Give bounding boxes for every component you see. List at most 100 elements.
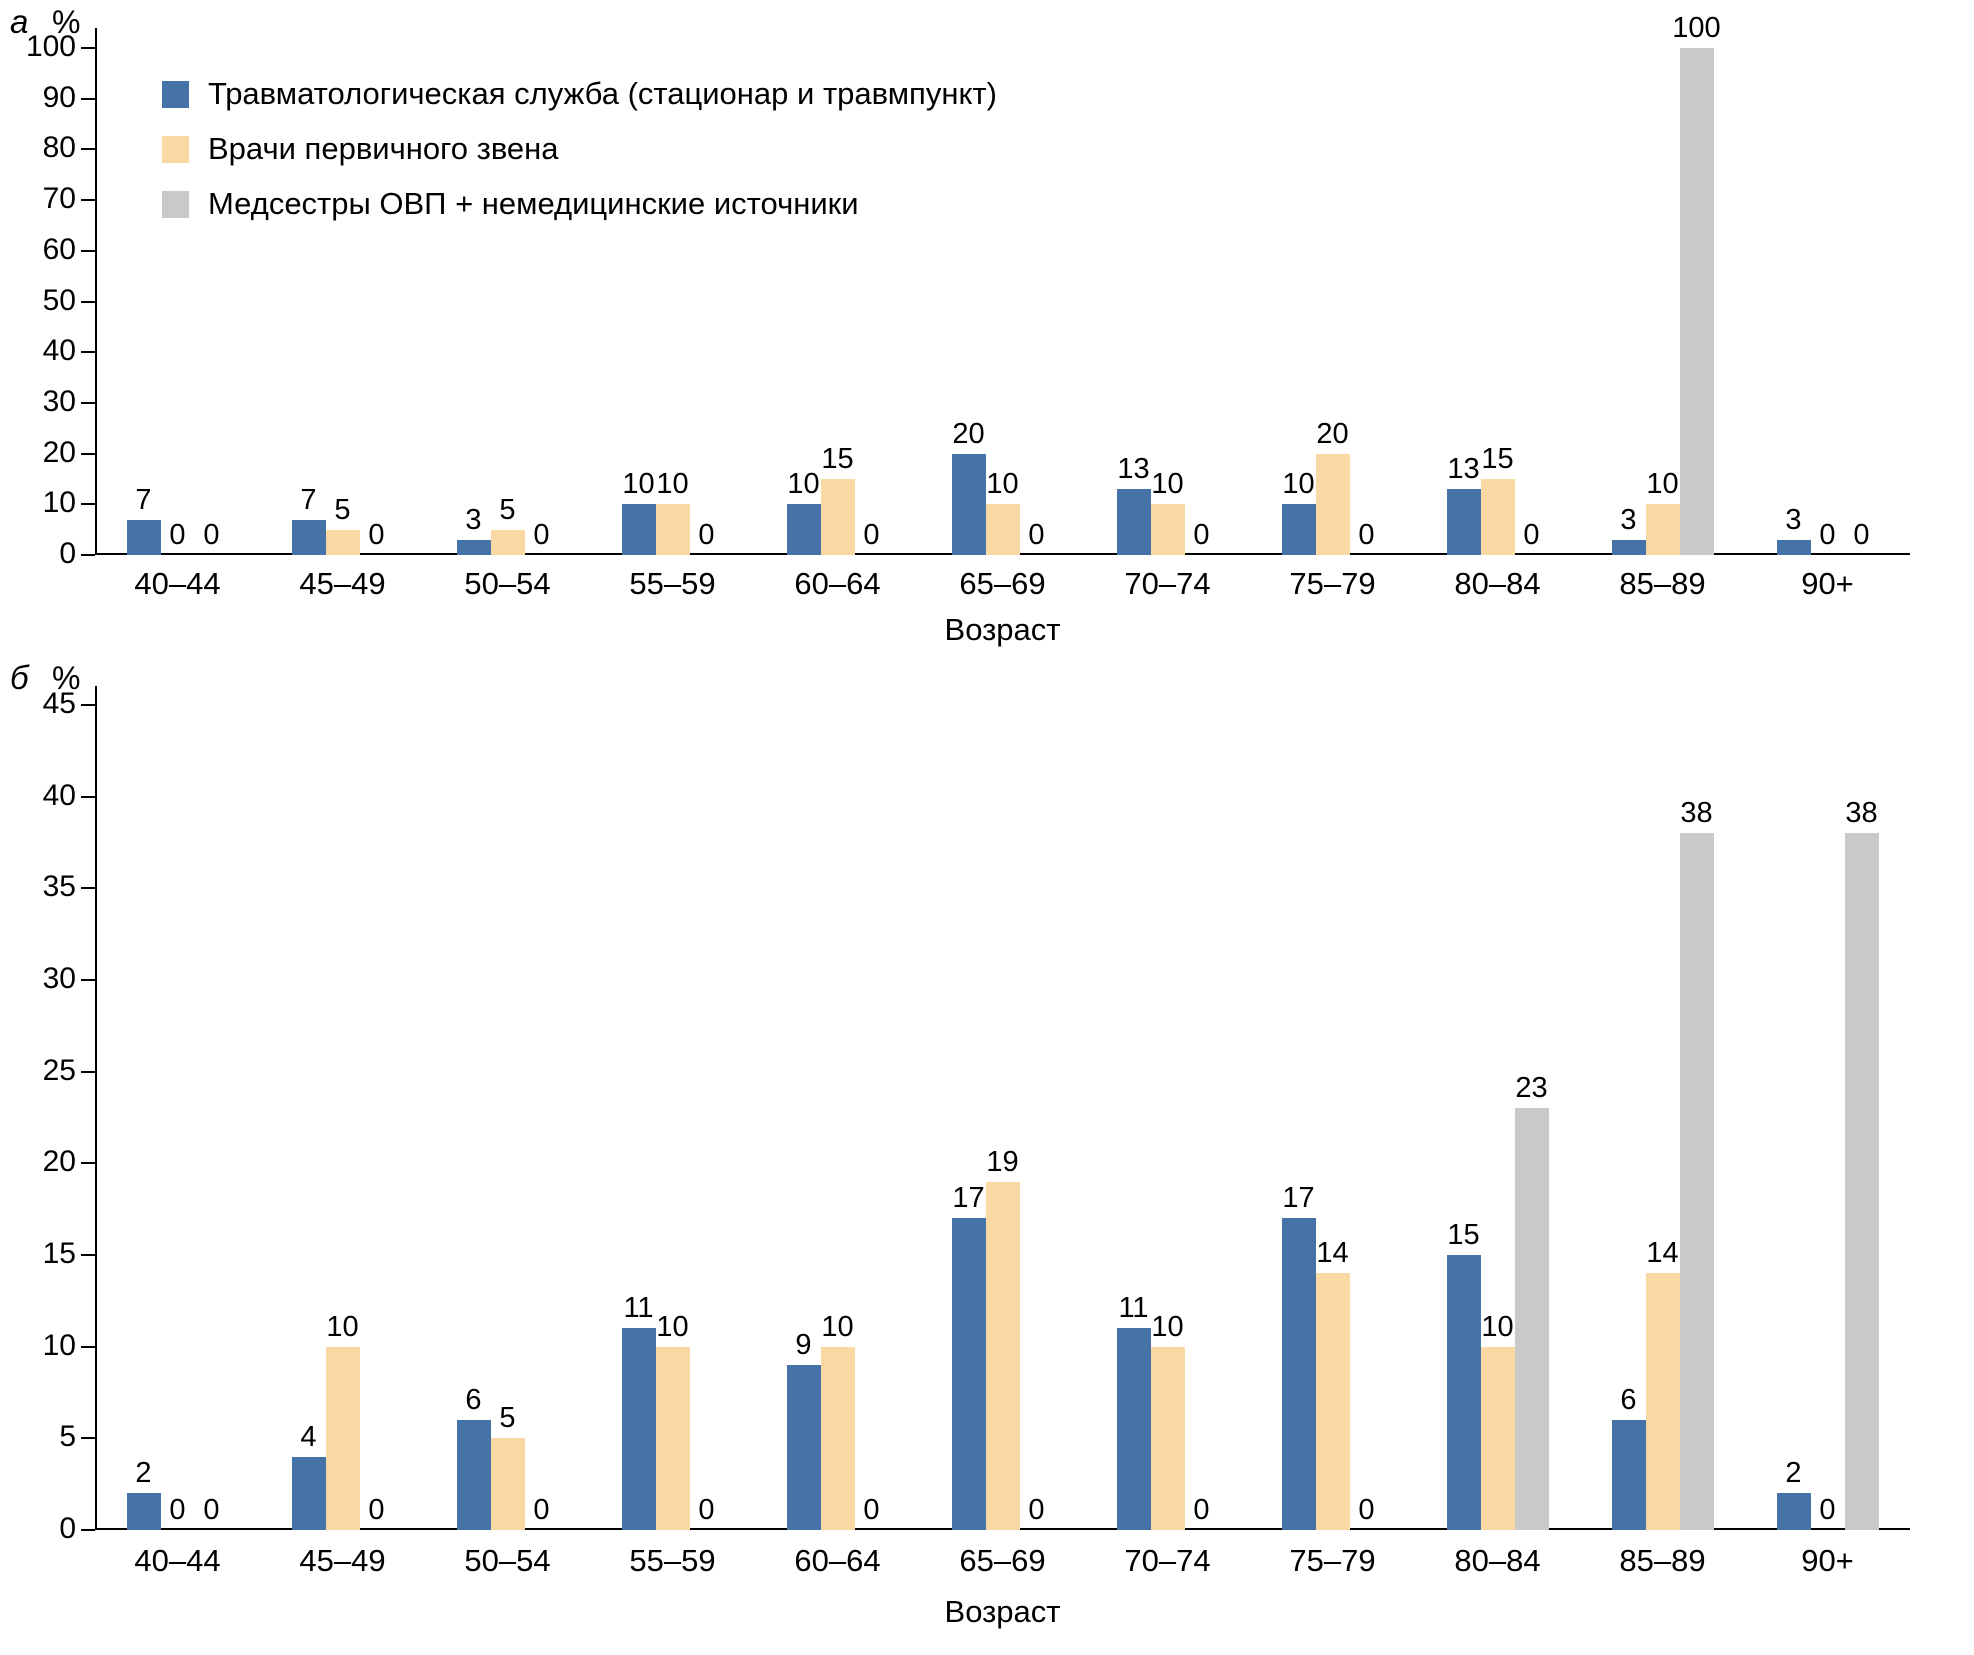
x-tick-label: 40–44 — [134, 566, 221, 601]
y-tick-label: 40 — [42, 334, 76, 368]
bar-value-label: 0 — [1523, 519, 1540, 551]
x-tick-label: 75–79 — [1289, 566, 1376, 601]
y-tick-mark — [81, 1162, 95, 1165]
bar — [1446, 1255, 1481, 1530]
bar — [786, 504, 821, 555]
bar-value-label: 9 — [795, 1329, 812, 1361]
bar — [1281, 504, 1316, 555]
bar-value-label: 0 — [533, 1494, 550, 1526]
bar — [456, 1420, 491, 1530]
bar — [1679, 833, 1714, 1530]
x-tick-label: 90+ — [1801, 1543, 1854, 1578]
y-tick-label: 90 — [42, 80, 76, 114]
bar-value-label: 13 — [1117, 453, 1150, 486]
x-tick-label: 45–49 — [299, 566, 386, 601]
y-tick-label: 20 — [42, 1145, 76, 1179]
x-tick-label: 60–64 — [794, 566, 881, 601]
legend-swatch-icon — [162, 80, 189, 108]
bar-value-label: 10 — [656, 468, 689, 501]
bar-value-label: 10 — [1646, 468, 1679, 501]
legend-swatch-icon — [162, 190, 189, 218]
bar — [1150, 1346, 1185, 1530]
bar — [1514, 1108, 1549, 1530]
x-tick-label: 60–64 — [794, 1543, 881, 1578]
x-tick-label: 85–89 — [1619, 566, 1706, 601]
bar — [621, 504, 656, 555]
bar-value-label: 0 — [1853, 519, 1870, 551]
bar-value-label: 6 — [465, 1384, 482, 1416]
y-tick-label: 80 — [42, 131, 76, 165]
bar — [985, 504, 1020, 555]
x-tick-label: 55–59 — [629, 566, 716, 601]
bar-value-label: 0 — [1358, 519, 1375, 551]
bar-value-label: 4 — [300, 1420, 317, 1453]
x-tick-label: 65–69 — [959, 566, 1046, 601]
bar — [490, 1438, 525, 1530]
bar-value-label: 14 — [1646, 1237, 1679, 1270]
y-tick-mark — [81, 887, 95, 890]
panel-label: б — [10, 659, 29, 696]
bar-value-label: 7 — [135, 483, 152, 516]
y-tick-label: 45 — [42, 687, 76, 720]
bar-value-label: 5 — [334, 493, 351, 526]
y-tick-label: 0 — [59, 1512, 76, 1545]
bar — [1645, 504, 1680, 555]
y-tick-label: 60 — [42, 232, 76, 266]
bar — [1611, 1420, 1646, 1530]
legend-item: Врачи первичного звена — [162, 131, 559, 167]
bar-value-label: 0 — [698, 519, 715, 551]
bar — [291, 1456, 326, 1530]
bar-value-label: 10 — [622, 468, 655, 501]
y-tick-mark — [81, 554, 95, 556]
y-tick-mark — [81, 1070, 95, 1073]
chart-panel-b: б % Возраст 0 5 10 15 20 25 30 35 40 45 40–44 2 0 0 45… — [0, 650, 1974, 1655]
bar-value-label: 2 — [135, 1457, 152, 1490]
bar-value-label: 0 — [1819, 1494, 1836, 1526]
y-tick-mark — [81, 503, 95, 506]
bar-value-label: 11 — [1118, 1292, 1149, 1325]
bar — [1315, 453, 1350, 555]
bar — [126, 1493, 161, 1530]
bar — [1611, 539, 1646, 555]
y-tick-label: 15 — [42, 1237, 76, 1270]
legend-swatch-icon — [162, 135, 189, 163]
bar-value-label: 0 — [368, 1494, 385, 1526]
y-tick-mark — [81, 452, 95, 455]
bar-value-label: 20 — [952, 417, 985, 450]
x-tick-label: 55–59 — [629, 1543, 716, 1578]
bar-value-label: 3 — [1620, 503, 1637, 536]
legend-label: Травматологическая служба (стационар и т… — [208, 76, 997, 111]
bar — [291, 519, 326, 555]
bar-value-label: 38 — [1680, 797, 1713, 830]
y-tick-label: 10 — [42, 1328, 76, 1362]
x-tick-label: 65–69 — [959, 1543, 1046, 1578]
bar-value-label: 11 — [623, 1292, 654, 1325]
bar-value-label: 0 — [169, 519, 186, 551]
y-tick-mark — [81, 97, 95, 100]
y-axis-unit: % — [52, 660, 81, 696]
y-tick-label: 100 — [25, 30, 76, 63]
x-tick-label: 45–49 — [299, 1543, 386, 1578]
y-tick-mark — [81, 249, 95, 252]
y-tick-label: 70 — [42, 182, 76, 216]
bar-value-label: 10 — [1151, 1310, 1184, 1343]
bar-value-label: 100 — [1672, 12, 1721, 44]
y-tick-mark — [81, 148, 95, 151]
y-tick-mark — [81, 1437, 95, 1440]
bar-value-label: 15 — [821, 442, 854, 475]
bar-value-label: 0 — [1193, 1494, 1210, 1526]
bar — [1116, 1328, 1151, 1530]
bar-value-label: 14 — [1316, 1237, 1349, 1270]
x-tick-label: 50–54 — [464, 566, 551, 601]
bar-value-label: 10 — [821, 1310, 854, 1343]
legend-label: Медсестры ОВП + немедицинские источники — [208, 186, 859, 221]
bar-value-label: 10 — [1151, 468, 1184, 501]
x-tick-label: 80–84 — [1454, 566, 1541, 601]
legend-item: Травматологическая служба (стационар и т… — [162, 76, 997, 112]
bar — [1480, 478, 1515, 555]
bar — [655, 504, 690, 555]
bar — [456, 539, 491, 555]
bar-value-label: 0 — [533, 519, 550, 551]
x-tick-label: 70–74 — [1124, 1543, 1211, 1578]
y-tick-label: 25 — [42, 1053, 76, 1087]
